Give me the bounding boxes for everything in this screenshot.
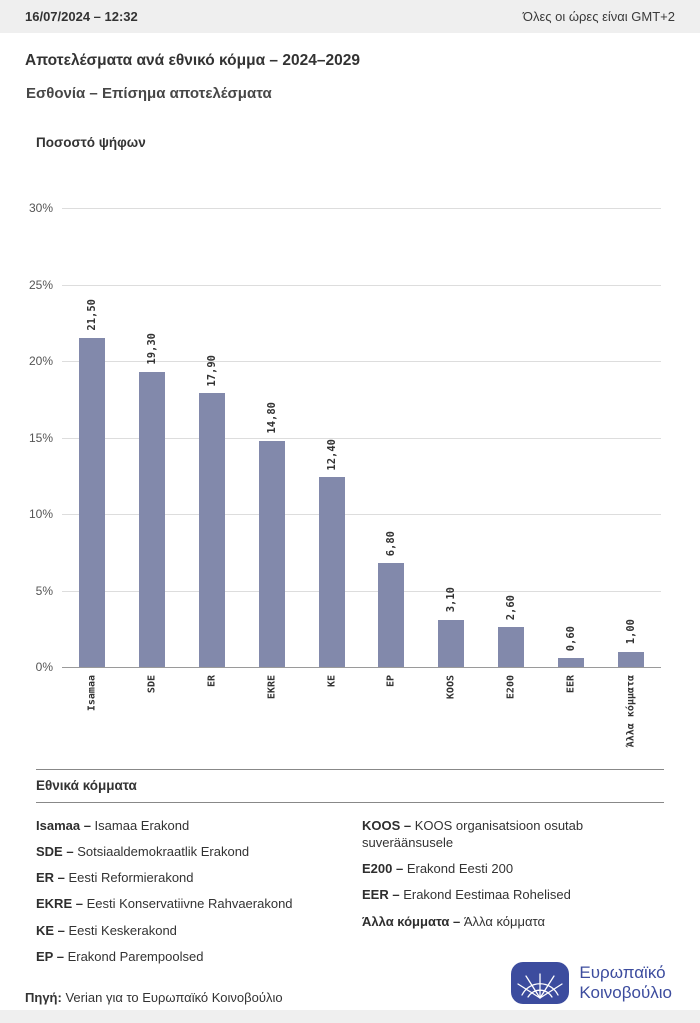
ep-logo-text-line1: Ευρωπαϊκό bbox=[579, 963, 666, 983]
european-parliament-logo: Ευρωπαϊκό Κοινοβούλιο bbox=[511, 962, 672, 1004]
ep-hemicycle-icon bbox=[511, 962, 570, 1004]
bar-value-label: 14,80 bbox=[265, 401, 278, 434]
bar-value-label: 17,90 bbox=[205, 354, 218, 387]
x-axis-tick-label: EP bbox=[385, 675, 397, 688]
party-legend: Εθνικά κόμματα Isamaa – Isamaa Erakond SD… bbox=[36, 769, 664, 974]
gridline bbox=[62, 208, 661, 209]
x-axis-tick-label: EKRE bbox=[266, 675, 278, 700]
y-axis-tick-label: 5% bbox=[35, 583, 53, 598]
legend-item: E200 – Erakond Eesti 200 bbox=[362, 861, 514, 877]
legend-item: KE – Eesti Keskerakond bbox=[36, 922, 177, 938]
legend-columns: Isamaa – Isamaa Erakond SDE – Sotsiaaldem… bbox=[36, 817, 664, 974]
bar-EP[interactable] bbox=[378, 562, 405, 667]
bar-value-label: 21,50 bbox=[85, 299, 98, 332]
ep-logo-text-line2: Κοινοβούλιο bbox=[579, 983, 672, 1002]
gridline bbox=[62, 284, 661, 286]
legend-title: Εθνικά κόμματα bbox=[36, 778, 137, 793]
bar-value-label: 12,40 bbox=[325, 438, 338, 471]
bar-value-label: 6,80 bbox=[385, 530, 398, 556]
x-axis-tick-label: Άλλα κόμματα bbox=[625, 675, 637, 748]
bar-Isamaa[interactable] bbox=[78, 338, 105, 667]
page-title: Αποτελέσματα ανά εθνικό κόμμα – 2024–202… bbox=[25, 52, 360, 69]
bar-value-label: 2,60 bbox=[505, 594, 518, 621]
x-axis-tick-label: KOOS bbox=[445, 675, 457, 700]
bar-EKRE[interactable] bbox=[258, 440, 285, 667]
gridline bbox=[62, 514, 661, 515]
y-axis-tick-label: 0% bbox=[35, 660, 53, 674]
bottom-bar bbox=[0, 1010, 700, 1023]
top-bar: 16/07/2024 – 12:32 Όλες οι ώρες είναι GM… bbox=[0, 0, 700, 33]
source-label: Πηγή: bbox=[25, 990, 62, 1005]
legend-item: EKRE – Eesti Konservatiivne Rahvaerakond bbox=[36, 896, 293, 912]
bar-SDE[interactable] bbox=[138, 371, 165, 667]
bar-ER[interactable] bbox=[198, 393, 225, 667]
y-axis-tick-label: 20% bbox=[28, 354, 53, 368]
legend-item: Isamaa – Isamaa Erakond bbox=[36, 818, 190, 833]
bar-E200[interactable] bbox=[498, 627, 525, 667]
x-axis-tick-label: EER bbox=[565, 675, 577, 694]
divider bbox=[36, 769, 664, 770]
bar-KE[interactable] bbox=[318, 477, 345, 667]
timezone-note: Όλες οι ώρες είναι GMT+2 bbox=[522, 9, 675, 24]
legend-item: KOOS – KOOS organisatsioon osutab suverä… bbox=[362, 818, 584, 851]
gridline bbox=[62, 590, 661, 592]
bar-chart: 0% 5% 10% 15% 20% 25% 30% 21,50 Isamaa 19,30 SDE 17… bbox=[29, 201, 661, 747]
x-axis-tick-label: E200 bbox=[505, 675, 517, 700]
source-note: Πηγή: Verian για το Ευρωπαϊκό Κοινοβούλι… bbox=[25, 990, 283, 1005]
gridline bbox=[62, 667, 661, 668]
bar-EER[interactable] bbox=[558, 657, 585, 667]
bar-value-label: 1,00 bbox=[625, 619, 638, 645]
x-axis-tick-label: Isamaa bbox=[86, 675, 98, 712]
page-subtitle: Εσθονία – Επίσημα αποτελέσματα bbox=[26, 85, 272, 102]
bar-value-label: 19,30 bbox=[145, 333, 158, 365]
x-axis-tick-label: SDE bbox=[146, 675, 158, 694]
bar-Άλλα κόμματα[interactable] bbox=[618, 651, 645, 667]
legend-item: EER – Erakond Eestimaa Rohelised bbox=[362, 887, 571, 903]
y-axis-tick-label: 25% bbox=[28, 277, 53, 292]
legend-item: ER – Eesti Reformierakond bbox=[36, 870, 194, 886]
legend-item: EP – Erakond Parempoolsed bbox=[36, 948, 204, 964]
legend-item: SDE – Sotsiaaldemokraatlik Erakond bbox=[36, 844, 250, 860]
gridline bbox=[62, 437, 661, 439]
bar-value-label: 3,10 bbox=[445, 587, 458, 613]
source-text: Verian για το Ευρωπαϊκό Κοινοβούλιο bbox=[65, 990, 283, 1005]
x-axis-tick-label: ER bbox=[206, 675, 218, 688]
y-axis-tick-label: 10% bbox=[28, 507, 53, 521]
divider bbox=[36, 802, 664, 803]
y-axis-tick-label: 30% bbox=[28, 201, 53, 215]
chart-axis-title: Ποσοστό ψήφων bbox=[36, 135, 146, 150]
legend-column: Isamaa – Isamaa Erakond SDE – Sotsiaaldem… bbox=[36, 817, 362, 974]
timestamp: 16/07/2024 – 12:32 bbox=[25, 9, 138, 24]
bar-KOOS[interactable] bbox=[438, 619, 465, 667]
y-axis-tick-label: 15% bbox=[28, 430, 53, 445]
ep-logo-text: Ευρωπαϊκό Κοινοβούλιο bbox=[579, 963, 672, 1002]
gridline bbox=[62, 361, 661, 362]
legend-column: KOOS – KOOS organisatsioon osutab suverä… bbox=[362, 817, 664, 974]
x-axis-tick-label: KE bbox=[326, 675, 338, 688]
bar-value-label: 0,60 bbox=[565, 625, 578, 651]
legend-item: Άλλα κόμματα – Άλλα κόμματα bbox=[362, 913, 545, 929]
